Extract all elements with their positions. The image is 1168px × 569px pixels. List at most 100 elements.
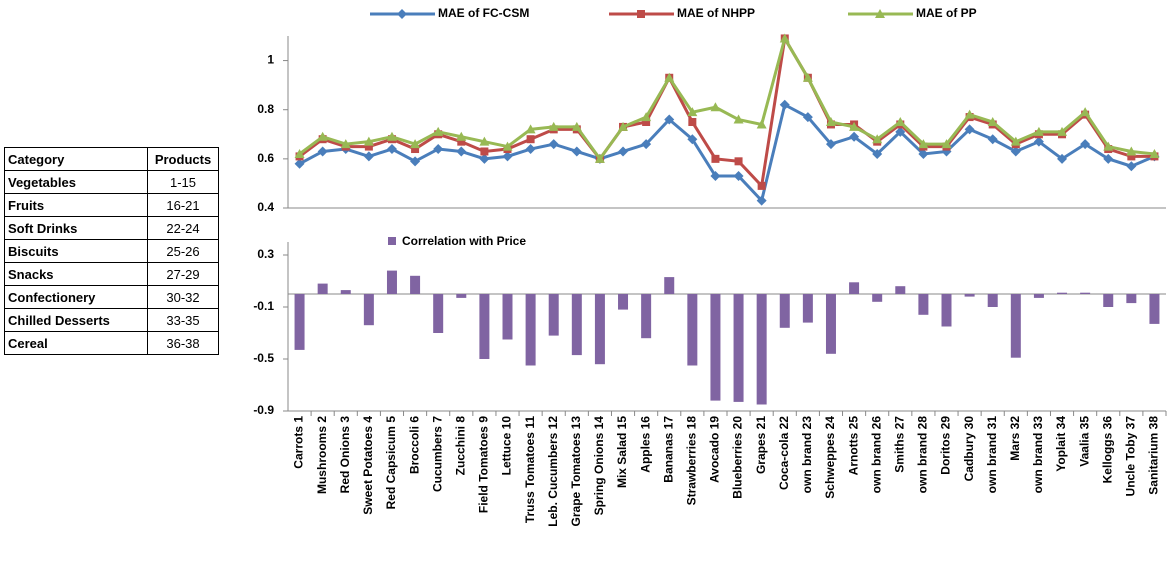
point xyxy=(641,112,652,122)
bar xyxy=(849,282,860,294)
point xyxy=(664,72,675,82)
x-tick-label: Mushrooms 2 xyxy=(315,416,329,494)
point xyxy=(317,146,328,157)
point xyxy=(1033,136,1044,147)
point xyxy=(433,126,444,136)
bar xyxy=(1126,294,1137,304)
point xyxy=(294,148,305,158)
table-cell: Soft Drinks xyxy=(4,216,148,240)
bar xyxy=(618,294,629,310)
table-row: Snacks 27-29 xyxy=(4,262,219,286)
legend-marker xyxy=(875,9,885,18)
bar xyxy=(456,294,467,298)
point xyxy=(1126,161,1137,172)
x-tick-label: own brand 28 xyxy=(916,416,930,494)
point xyxy=(1127,152,1136,161)
legend-label: Correlation with Price xyxy=(402,234,526,248)
point xyxy=(480,147,489,156)
point xyxy=(340,139,351,149)
point xyxy=(411,145,420,154)
legend-label: MAE of NHPP xyxy=(677,6,755,20)
point xyxy=(733,171,744,182)
point xyxy=(849,131,860,142)
point xyxy=(734,157,743,166)
x-tick-label: Red Capsicum 5 xyxy=(384,416,398,510)
bar xyxy=(1057,292,1068,294)
x-tick-label: Broccoli 6 xyxy=(407,416,421,474)
point xyxy=(526,135,535,144)
point xyxy=(1057,153,1068,164)
bar xyxy=(964,294,975,297)
bar xyxy=(410,275,421,294)
table-cell: Snacks xyxy=(4,262,148,286)
x-tick-label: Apples 16 xyxy=(638,416,652,473)
point xyxy=(779,33,790,43)
point xyxy=(688,118,697,126)
bar xyxy=(802,294,813,323)
table-row: Cereal 36-38 xyxy=(4,331,219,355)
point xyxy=(294,158,305,169)
point xyxy=(1080,139,1091,150)
table-cell: Biscuits xyxy=(4,239,148,263)
point xyxy=(317,131,328,141)
bar xyxy=(941,294,952,327)
point xyxy=(941,139,952,149)
point xyxy=(710,171,721,182)
x-tick-label: Schweppes 24 xyxy=(823,416,837,499)
point xyxy=(987,134,998,145)
bar xyxy=(525,294,536,366)
bar xyxy=(872,294,883,302)
point xyxy=(779,99,790,110)
table-cell: Chilled Desserts xyxy=(4,308,148,332)
point xyxy=(548,121,559,131)
bar xyxy=(1010,294,1021,358)
x-tick-label: Sweet Potatoes 4 xyxy=(361,416,375,515)
x-tick-label: own brand 33 xyxy=(1031,416,1045,494)
point xyxy=(571,121,582,131)
point xyxy=(756,119,767,129)
x-tick-label: Leb. Cucumbers 12 xyxy=(546,416,560,527)
point xyxy=(1080,107,1091,117)
point xyxy=(918,148,929,159)
y-tick-label: 1 xyxy=(267,53,274,67)
y-tick-label: 0.4 xyxy=(257,200,274,214)
point xyxy=(687,107,698,117)
point xyxy=(386,131,397,141)
x-tick-label: Sanitarium 38 xyxy=(1147,416,1161,495)
table-cell: 22-24 xyxy=(147,216,219,240)
point xyxy=(1057,126,1068,136)
point xyxy=(895,126,906,137)
bar xyxy=(479,294,490,359)
point xyxy=(825,139,836,150)
point xyxy=(641,139,652,150)
bar xyxy=(895,286,906,294)
point xyxy=(479,153,490,164)
table-row: Confectionery 30-32 xyxy=(4,285,219,309)
table-row: Category Products xyxy=(4,147,219,171)
x-tick-label: own brand 23 xyxy=(800,416,814,494)
legend-marker xyxy=(397,9,407,19)
legend-label: MAE of FC-CSM xyxy=(438,6,529,20)
bar xyxy=(664,277,675,294)
bar xyxy=(918,294,929,315)
x-tick-label: Smiths 27 xyxy=(892,416,906,473)
point xyxy=(711,154,720,163)
bar xyxy=(756,294,767,405)
x-tick-label: Doritos 29 xyxy=(939,416,953,475)
table-cell: Category xyxy=(4,147,148,171)
bar xyxy=(1033,294,1044,298)
legend-marker xyxy=(637,10,645,18)
y-tick-label: 0.6 xyxy=(257,151,274,165)
point xyxy=(1126,146,1137,156)
bar xyxy=(733,294,744,402)
category-table: Category Products Vegetables 1-15 Fruits 16-2… xyxy=(4,147,219,355)
bar xyxy=(594,294,605,365)
table-cell: 33-35 xyxy=(147,308,219,332)
bar xyxy=(1149,294,1160,324)
y-tick-label: -0.1 xyxy=(253,299,274,313)
point xyxy=(964,109,975,119)
point xyxy=(1010,136,1021,146)
series-line xyxy=(298,34,1155,162)
x-tick-label: Coca-cola 22 xyxy=(777,416,791,490)
